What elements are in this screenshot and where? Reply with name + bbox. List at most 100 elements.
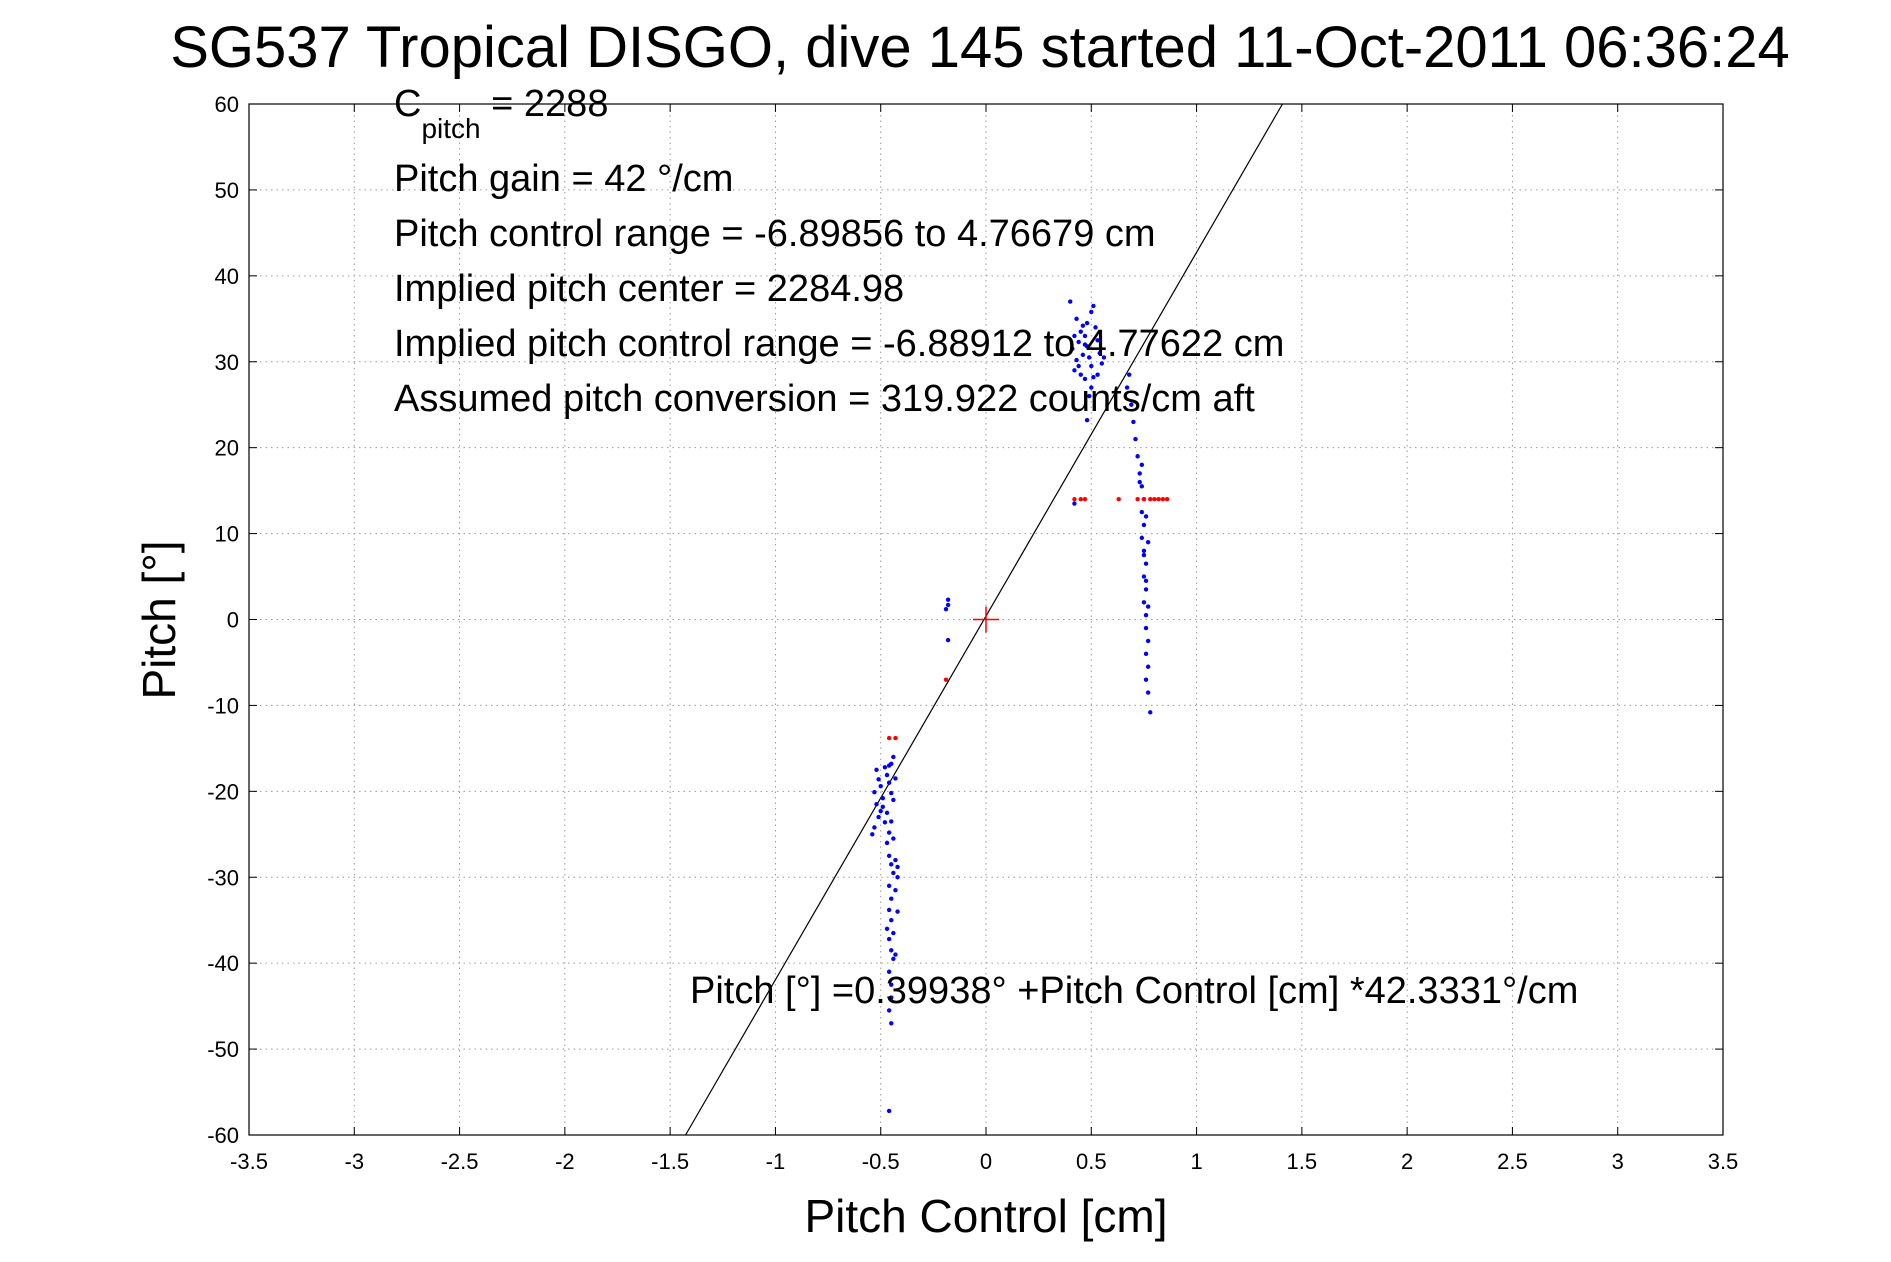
- data-point-blue: [884, 810, 890, 816]
- data-point-blue: [1141, 522, 1147, 528]
- data-point-blue: [1145, 539, 1151, 545]
- data-point-blue: [1141, 574, 1147, 579]
- data-point-blue: [893, 857, 898, 863]
- x-tick-label: -1.5: [651, 1149, 689, 1174]
- data-point-blue: [1080, 352, 1086, 358]
- data-point-blue: [884, 926, 890, 931]
- data-point-blue: [1145, 690, 1151, 695]
- y-tick-label: 60: [215, 92, 239, 117]
- data-point-blue: [1143, 677, 1149, 682]
- x-tick-labels: -3.5 -3 -2.5 -2 -1.5 -1 -0.5 0 0.5 1 1.5 2 2.5 3 3.5: [230, 1149, 1738, 1174]
- y-tick-label: 50: [215, 178, 239, 203]
- data-point-blue: [1070, 346, 1075, 352]
- data-point-red: [1160, 497, 1166, 502]
- data-point-blue: [886, 780, 892, 785]
- data-point-blue: [893, 952, 898, 957]
- data-point-blue: [1089, 363, 1094, 369]
- data-point-blue: [1072, 501, 1077, 506]
- data-point-blue: [893, 776, 898, 781]
- data-point-blue: [891, 797, 896, 803]
- data-point-blue: [886, 1008, 892, 1013]
- data-point-blue: [1129, 402, 1134, 407]
- data-point-blue: [876, 814, 881, 820]
- data-point-blue: [1143, 514, 1149, 519]
- data-point-blue: [1089, 385, 1094, 390]
- data-point-blue: [895, 875, 900, 880]
- data-point-red: [1135, 497, 1140, 502]
- data-point-blue: [1097, 350, 1102, 356]
- data-point-blue: [891, 754, 896, 760]
- data-points: [870, 299, 1170, 1114]
- data-point-blue: [886, 883, 892, 889]
- fit-equation-annotation: Pitch [°] =0.39938° +Pitch Control [cm] …: [690, 970, 1578, 1012]
- data-point-blue: [882, 765, 888, 770]
- data-point-blue: [1074, 357, 1079, 363]
- y-tick-labels: -60 -50 -40 -30 -20 -10 0 10 20 30 40 50 60: [207, 92, 239, 1148]
- pitch-control-range-annotation: Pitch control range = -6.89856 to 4.7667…: [394, 213, 1156, 255]
- data-point-blue: [1080, 323, 1086, 328]
- data-point-blue: [891, 956, 896, 962]
- data-point-blue: [1143, 625, 1149, 631]
- cpitch-value: = 2288: [481, 83, 609, 125]
- y-tick-label: -10: [207, 693, 239, 718]
- data-point-blue: [1082, 342, 1088, 347]
- y-tick-label: -20: [207, 779, 239, 804]
- annotation-block: Cpitch = 2288 Pitch gain = 42 °/cm Pitch…: [394, 83, 1284, 420]
- data-point-red: [1148, 497, 1153, 502]
- data-point-blue: [895, 864, 900, 870]
- y-tick-label: 10: [215, 522, 239, 547]
- data-point-red: [1141, 497, 1147, 502]
- data-point-blue: [945, 597, 951, 602]
- data-point-blue: [1101, 355, 1107, 360]
- data-point-blue: [878, 783, 883, 789]
- y-tick-label: 20: [215, 436, 239, 461]
- data-point-blue: [880, 796, 886, 801]
- data-point-blue: [886, 969, 892, 974]
- data-point-blue: [1139, 535, 1145, 541]
- data-point-blue: [1084, 417, 1090, 423]
- y-tick-label: -60: [207, 1123, 239, 1148]
- pitch-gain-annotation: Pitch gain = 42 °/cm: [394, 158, 733, 200]
- data-point-red: [1082, 497, 1088, 502]
- plot-frame: [248, 103, 1724, 1136]
- x-tick-label: -2: [555, 1149, 575, 1174]
- data-point-blue: [1095, 372, 1100, 377]
- data-point-blue: [1078, 329, 1083, 334]
- data-point-red: [886, 735, 892, 741]
- data-point-blue: [1099, 361, 1105, 366]
- data-point-red: [1072, 497, 1077, 502]
- data-point-blue: [886, 936, 892, 942]
- data-point-blue: [1148, 710, 1153, 715]
- x-tick-label: -3.5: [230, 1149, 268, 1174]
- data-point-blue: [889, 790, 894, 796]
- data-point-blue: [1139, 509, 1145, 515]
- data-point-blue: [889, 948, 894, 953]
- data-point-blue: [1093, 325, 1098, 330]
- data-point-blue: [1137, 479, 1142, 485]
- data-point-blue: [886, 853, 892, 858]
- data-point-blue: [1086, 393, 1092, 399]
- data-point-blue: [1135, 454, 1140, 459]
- x-tick-label: 2.5: [1497, 1149, 1528, 1174]
- data-point-blue: [1143, 651, 1149, 657]
- x-axis-label: Pitch Control [cm]: [805, 1190, 1168, 1242]
- data-point-blue: [889, 982, 894, 987]
- data-point-blue: [886, 763, 892, 768]
- cpitch-main: C: [394, 83, 421, 125]
- x-tick-label: 3.5: [1708, 1149, 1739, 1174]
- x-tick-label: 1.5: [1287, 1149, 1318, 1174]
- data-point-blue: [1078, 372, 1083, 377]
- x-tick-label: -1: [766, 1149, 786, 1174]
- data-point-blue: [889, 918, 894, 923]
- data-point-blue: [1089, 309, 1094, 315]
- data-point-blue: [870, 832, 875, 837]
- data-point-blue: [891, 870, 896, 876]
- data-point-red: [943, 677, 949, 682]
- data-point-blue: [884, 772, 890, 778]
- data-point-red: [893, 735, 898, 741]
- data-point-blue: [1074, 316, 1079, 321]
- data-point-blue: [943, 606, 949, 612]
- data-point-blue: [1076, 339, 1081, 345]
- implied-pitch-center-annotation: Implied pitch center = 2284.98: [394, 268, 904, 310]
